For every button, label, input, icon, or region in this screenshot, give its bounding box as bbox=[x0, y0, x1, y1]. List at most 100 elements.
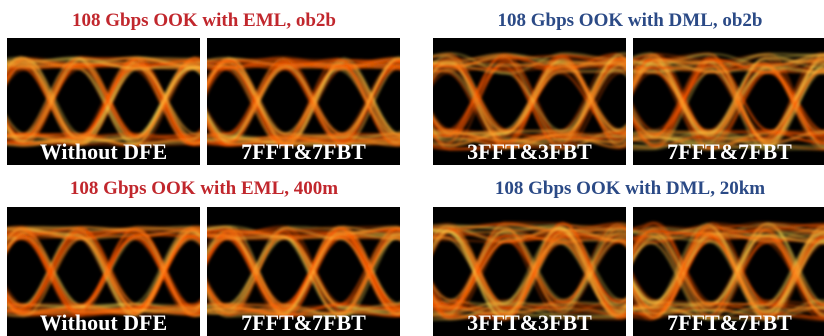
eye-traces bbox=[207, 225, 400, 318]
eye-trace bbox=[207, 63, 400, 147]
eye-trace bbox=[633, 60, 824, 151]
panel-label: 7FFT&7FBT bbox=[667, 310, 792, 335]
eye-trace bbox=[207, 232, 400, 306]
eye-trace bbox=[433, 221, 626, 255]
eye-trace bbox=[433, 235, 626, 321]
eye-trace bbox=[7, 228, 200, 314]
eye-trace bbox=[433, 117, 626, 143]
panel-group: 108 Gbps OOK with EML, 400m Without DFE 7F… bbox=[7, 178, 400, 336]
eye-trace bbox=[633, 232, 824, 321]
eye-trace bbox=[207, 278, 400, 317]
eye-trace bbox=[433, 54, 626, 132]
eye-trace bbox=[207, 135, 400, 147]
eye-trace bbox=[433, 70, 626, 135]
eye-trace bbox=[633, 70, 824, 148]
eye-trace bbox=[207, 60, 400, 145]
eye-trace bbox=[7, 56, 200, 146]
eye-trace bbox=[633, 222, 824, 312]
eye-traces bbox=[7, 225, 200, 318]
eye-trace bbox=[633, 59, 824, 147]
eye-trace bbox=[7, 57, 200, 138]
eye-trace bbox=[633, 53, 824, 151]
eye-trace bbox=[7, 229, 200, 318]
eye-trace bbox=[433, 227, 626, 317]
panel-label: 3FFT&3FBT bbox=[467, 310, 592, 335]
eye-trace bbox=[633, 229, 824, 320]
eye-trace bbox=[7, 63, 200, 143]
eye-trace bbox=[7, 234, 200, 315]
eye-trace bbox=[7, 228, 200, 311]
eye-trace bbox=[433, 60, 626, 150]
eye-trace bbox=[433, 57, 626, 143]
eye-traces bbox=[433, 221, 626, 322]
eye-trace bbox=[433, 228, 626, 317]
eye-trace bbox=[433, 60, 626, 145]
eye-trace bbox=[433, 53, 626, 146]
eye-trace bbox=[7, 132, 200, 138]
eye-trace bbox=[7, 300, 200, 315]
eye-trace bbox=[7, 56, 200, 137]
eye-trace bbox=[7, 55, 200, 146]
eye-trace bbox=[7, 55, 200, 141]
eye-trace bbox=[433, 53, 626, 71]
eye-trace bbox=[207, 229, 400, 317]
eye-trace bbox=[7, 59, 200, 145]
eye-trace bbox=[633, 67, 824, 143]
eye-trace bbox=[207, 230, 400, 312]
eye-trace bbox=[433, 234, 626, 315]
eye-trace bbox=[633, 52, 824, 149]
eye-trace bbox=[433, 71, 626, 150]
eye-trace bbox=[207, 230, 400, 241]
eye-trace bbox=[207, 60, 400, 147]
eye-traces bbox=[433, 52, 626, 151]
panel-label: Without DFE bbox=[40, 310, 167, 335]
eye-trace bbox=[433, 233, 626, 308]
eye-trace bbox=[7, 228, 200, 316]
eye-trace bbox=[7, 66, 200, 147]
eye-traces bbox=[7, 55, 200, 148]
eye-trace bbox=[7, 59, 200, 143]
eye-trace bbox=[433, 54, 626, 135]
eye-trace bbox=[633, 231, 824, 310]
eye-trace bbox=[7, 59, 200, 147]
eye-trace bbox=[633, 58, 824, 136]
eye-trace bbox=[633, 228, 824, 314]
eye-trace bbox=[207, 235, 400, 315]
eye-trace bbox=[633, 58, 824, 90]
panel-group: 108 Gbps OOK with EML, ob2b Without DFE 7F… bbox=[7, 10, 400, 165]
eye-trace bbox=[633, 59, 824, 134]
eye-trace bbox=[433, 226, 626, 319]
eye-trace bbox=[7, 225, 200, 307]
eye-traces bbox=[633, 221, 824, 322]
panel-label: 7FFT&7FBT bbox=[241, 139, 366, 164]
eye-trace bbox=[633, 227, 824, 315]
eye-trace bbox=[433, 52, 626, 149]
eye-trace bbox=[633, 52, 824, 147]
eye-trace bbox=[633, 231, 824, 313]
eye-trace bbox=[433, 69, 626, 147]
panel-group: 108 Gbps OOK with DML, ob2b 3FFT&3FBT 7FFT… bbox=[433, 10, 824, 165]
eye-trace bbox=[633, 56, 824, 150]
group-title: 108 Gbps OOK with EML, 400m bbox=[70, 178, 338, 199]
eye-trace bbox=[207, 225, 400, 233]
eye-trace bbox=[7, 227, 200, 317]
eye-trace bbox=[207, 228, 400, 312]
eye-trace bbox=[633, 58, 824, 147]
eye-trace bbox=[207, 60, 400, 83]
eye-trace bbox=[7, 58, 200, 148]
eye-trace bbox=[633, 227, 824, 322]
eye-trace bbox=[633, 230, 824, 244]
eye-trace bbox=[633, 224, 824, 309]
eye-trace bbox=[207, 58, 400, 136]
eye-trace bbox=[207, 111, 400, 145]
eye-trace bbox=[633, 229, 824, 317]
eye-trace bbox=[633, 222, 824, 319]
eye-trace bbox=[433, 236, 626, 321]
eye-trace bbox=[433, 235, 626, 309]
eye-trace bbox=[633, 134, 824, 151]
eye-trace bbox=[207, 225, 400, 316]
panel-group: 108 Gbps OOK with DML, 20km 3FFT&3FBT 7FFT… bbox=[433, 178, 824, 336]
eye-trace bbox=[633, 299, 824, 312]
eye-trace bbox=[633, 221, 824, 321]
eye-trace bbox=[633, 52, 824, 142]
